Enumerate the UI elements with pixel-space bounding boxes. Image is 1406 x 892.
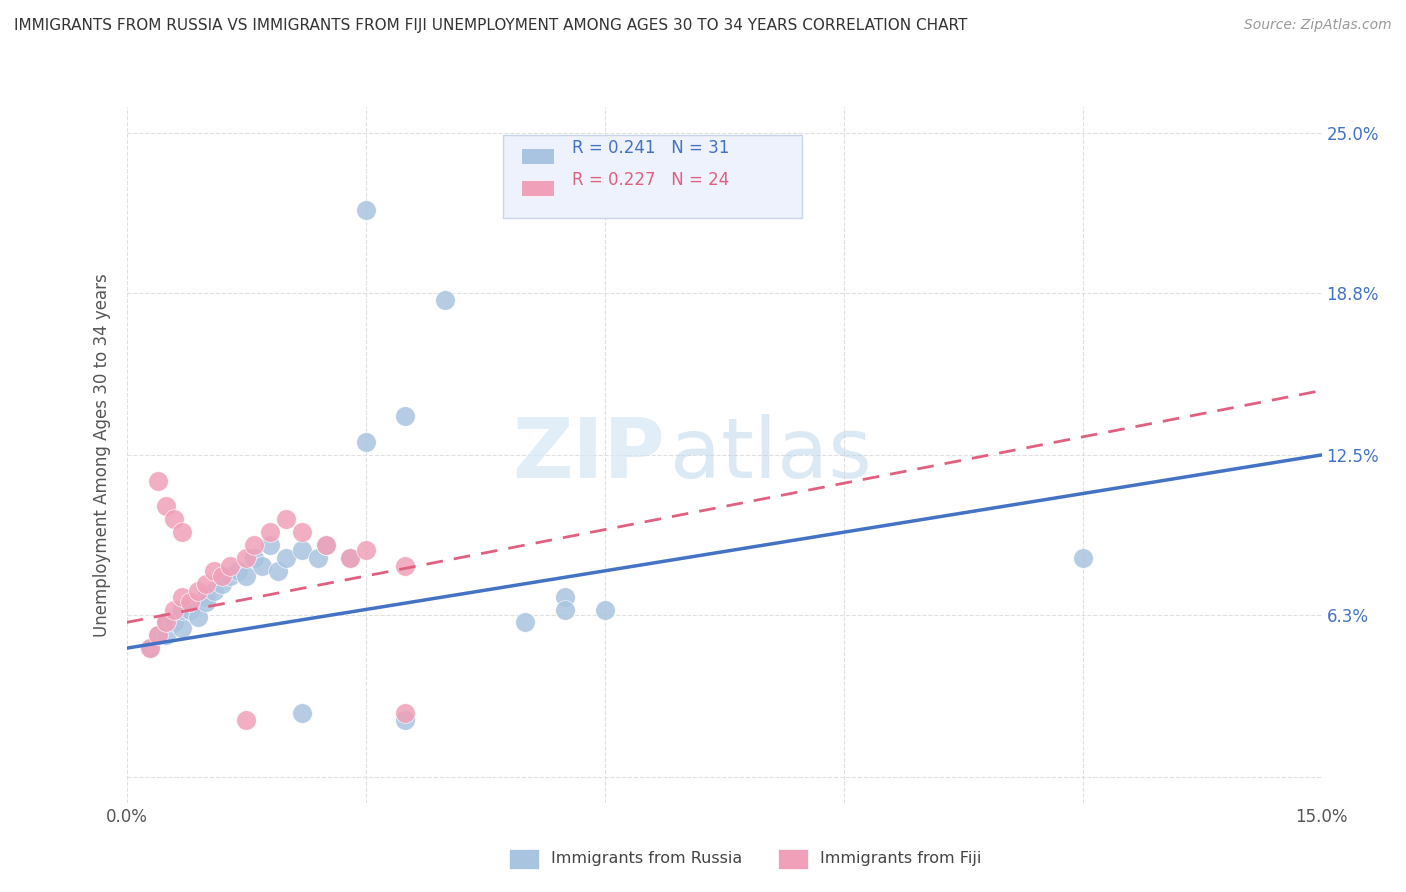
Point [243,538,266,552]
Point [219,569,242,583]
Point [291,525,314,540]
Point [354,543,377,558]
Text: Immigrants from Russia: Immigrants from Russia [551,851,742,866]
Point [155,500,177,514]
Point [187,610,209,624]
Point [394,714,416,728]
Point [202,584,225,599]
Point [267,564,290,578]
Point [226,564,249,578]
Point [179,595,201,609]
Point [394,409,416,424]
Point [274,512,297,526]
Point [139,641,162,656]
Point [235,551,257,566]
Point [307,551,329,566]
Point [148,628,170,642]
Point [202,564,225,578]
Bar [520,179,554,196]
Point [172,525,194,540]
Y-axis label: Unemployment Among Ages 30 to 34 years: Unemployment Among Ages 30 to 34 years [93,273,111,637]
Point [148,474,170,488]
Point [315,538,337,552]
Point [291,543,314,558]
Bar [520,147,554,164]
Point [172,621,194,635]
Point [434,293,457,308]
Point [394,706,416,720]
Point [187,584,209,599]
Point [554,590,576,604]
Point [155,615,177,630]
Text: ZIP: ZIP [512,415,664,495]
Point [211,576,233,591]
Point [513,615,536,630]
Point [354,203,377,218]
Point [195,590,218,604]
Point [163,512,186,526]
Point [291,706,314,720]
Point [195,595,218,609]
Point [394,558,416,573]
Point [259,538,281,552]
Point [155,615,177,630]
Text: R = 0.241   N = 31: R = 0.241 N = 31 [572,139,730,157]
Bar [778,849,808,869]
Point [593,602,616,616]
Point [163,602,186,616]
Point [339,551,361,566]
Point [339,551,361,566]
Bar [509,849,538,869]
Text: R = 0.227   N = 24: R = 0.227 N = 24 [572,171,730,189]
Point [354,435,377,450]
Point [235,569,257,583]
Point [219,558,242,573]
Point [179,602,201,616]
Point [211,569,233,583]
Point [195,576,218,591]
Point [148,628,170,642]
Point [235,714,257,728]
Point [1071,551,1094,566]
Point [172,602,194,616]
Point [163,615,186,630]
Text: IMMIGRANTS FROM RUSSIA VS IMMIGRANTS FROM FIJI UNEMPLOYMENT AMONG AGES 30 TO 34 : IMMIGRANTS FROM RUSSIA VS IMMIGRANTS FRO… [14,18,967,33]
Text: Source: ZipAtlas.com: Source: ZipAtlas.com [1244,18,1392,32]
Point [243,551,266,566]
FancyBboxPatch shape [503,135,801,219]
Point [554,602,576,616]
Point [259,525,281,540]
Point [155,628,177,642]
Point [172,590,194,604]
Point [315,538,337,552]
Point [139,641,162,656]
Text: Immigrants from Fiji: Immigrants from Fiji [820,851,981,866]
Point [274,551,297,566]
Text: atlas: atlas [671,415,872,495]
Point [250,558,273,573]
